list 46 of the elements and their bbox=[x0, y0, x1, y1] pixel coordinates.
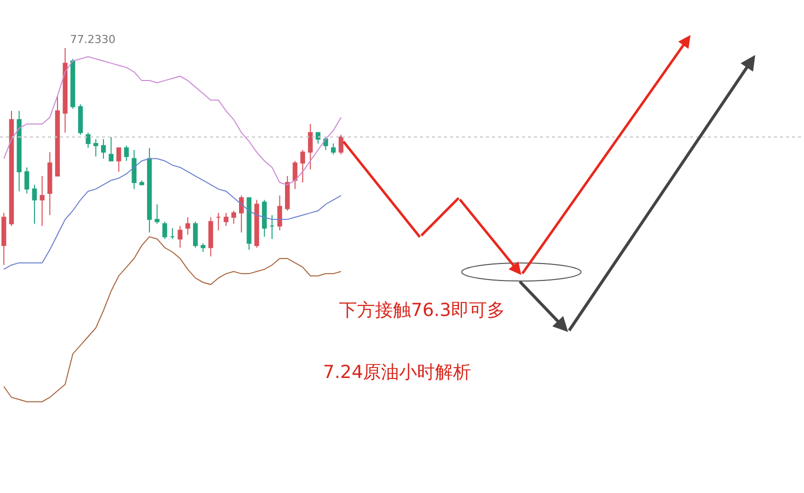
candlestick bbox=[101, 138, 106, 160]
candlestick bbox=[70, 58, 76, 110]
candlestick bbox=[270, 214, 274, 240]
candlestick bbox=[178, 225, 182, 248]
candlestick bbox=[338, 134, 344, 155]
candlestick bbox=[208, 216, 214, 257]
candlestick bbox=[262, 199, 267, 238]
candlestick bbox=[300, 149, 306, 184]
candlestick bbox=[78, 104, 83, 136]
candlestick bbox=[62, 48, 68, 134]
candlestick bbox=[147, 147, 152, 233]
candlestick bbox=[108, 136, 114, 162]
candlestick bbox=[330, 142, 336, 155]
candlestick bbox=[316, 132, 320, 144]
candlestick bbox=[55, 95, 60, 177]
candlestick bbox=[193, 221, 198, 248]
text: 7.24原油小时解析 bbox=[323, 362, 472, 383]
candlestick bbox=[246, 197, 252, 250]
candlestick bbox=[9, 110, 14, 226]
text: 77.2330 bbox=[70, 33, 116, 46]
candlestick bbox=[277, 195, 282, 231]
candlestick bbox=[231, 210, 236, 224]
candlestick bbox=[47, 152, 52, 216]
candlestick bbox=[308, 123, 313, 170]
candlestick bbox=[16, 110, 22, 192]
candlestick bbox=[154, 204, 160, 224]
candlestick bbox=[86, 132, 91, 148]
candlestick bbox=[124, 145, 129, 162]
candlestick bbox=[132, 149, 136, 190]
candlestick bbox=[185, 216, 190, 236]
candlestick bbox=[116, 147, 122, 172]
candlestick bbox=[170, 228, 175, 240]
text: 下方接触76.3即可多 bbox=[339, 300, 506, 321]
candlestick bbox=[216, 212, 221, 231]
candlestick bbox=[224, 212, 228, 226]
candlestick bbox=[162, 221, 168, 240]
candlestick bbox=[40, 176, 45, 226]
candlestick bbox=[93, 138, 98, 157]
candlestick bbox=[24, 166, 30, 194]
candlestick bbox=[32, 184, 37, 224]
candlestick bbox=[285, 176, 290, 212]
candlestick bbox=[239, 195, 244, 233]
candlestick bbox=[1, 212, 6, 266]
candlestick bbox=[254, 199, 260, 248]
candlestick bbox=[200, 242, 206, 252]
candlestick bbox=[292, 160, 298, 190]
